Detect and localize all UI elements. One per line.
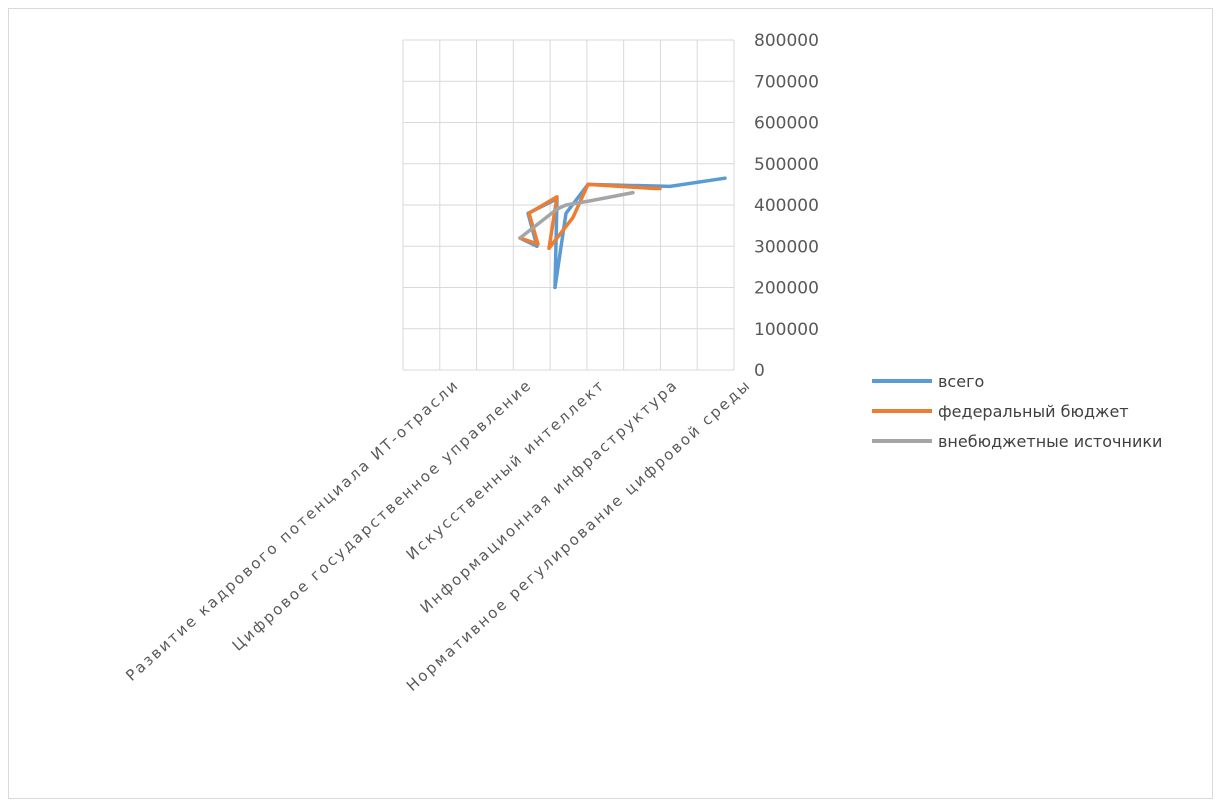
y-tick-label: 200000 [754,279,819,299]
y-axis-labels: 0 100000 200000 300000 400000 500000 600000 700… [754,31,819,381]
x-tick-label: Информационная инфраструктура [417,376,682,617]
y-tick-label: 600000 [754,114,819,134]
legend-label: федеральный бюджет [938,402,1129,421]
y-tick-label: 0 [754,361,765,381]
y-tick-label: 700000 [754,72,819,92]
series-line [518,182,662,251]
x-tick-label: Нормативное регулирование цифровой среды [403,376,755,695]
y-tick-label: 400000 [754,196,819,216]
chart-frame [8,8,1213,799]
legend-label: всего [938,372,984,391]
y-tick-label: 300000 [754,237,819,257]
y-tick-label: 500000 [754,155,819,175]
gridlines [402,39,735,371]
legend-label: внебюджетные источники [938,432,1162,451]
y-tick-label: 100000 [754,320,819,340]
y-tick-label: 800000 [754,31,819,51]
x-axis-labels: Развитие кадрового потенциала ИТ-отрасли… [122,376,754,695]
series-lines [518,176,727,290]
x-tick-label: Развитие кадрового потенциала ИТ-отрасли [122,376,462,685]
legend: всего федеральный бюджет внебюджетные исто… [872,372,1162,451]
series-line [518,190,635,240]
